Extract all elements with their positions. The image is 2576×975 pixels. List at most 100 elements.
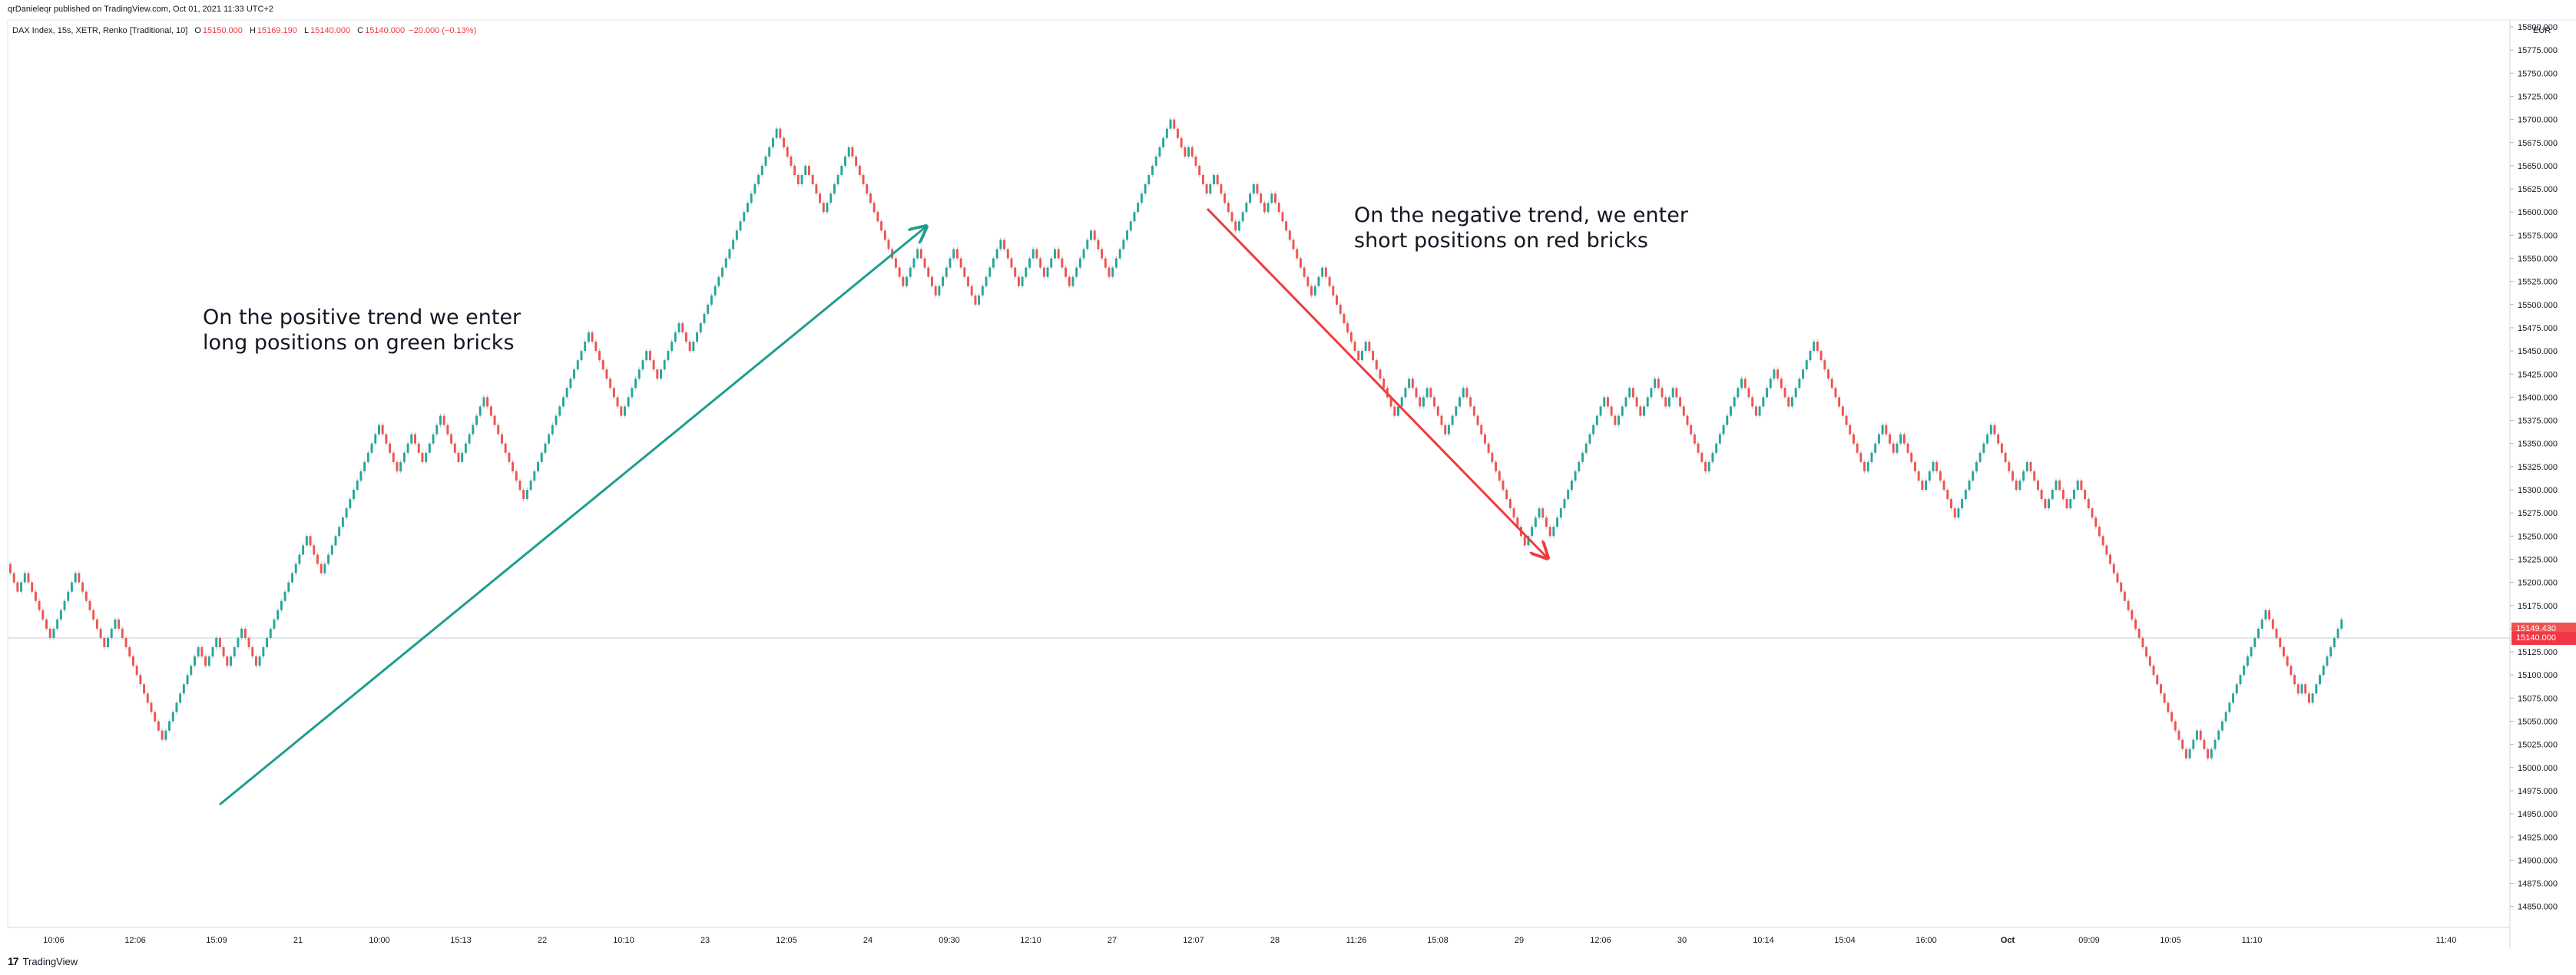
renko-brick-up [836, 174, 839, 185]
x-tick-label: 16:00 [1915, 936, 1937, 945]
renko-brick-up [1213, 174, 1215, 185]
renko-brick-up [949, 258, 952, 268]
renko-brick-down [927, 267, 930, 277]
renko-brick-down [2105, 545, 2108, 555]
renko-brick-down [1065, 267, 1068, 277]
renko-brick-down [2127, 600, 2130, 610]
renko-brick-down [2134, 619, 2137, 629]
renko-brick-down [27, 573, 30, 583]
x-tick-label: 22 [538, 936, 547, 945]
renko-brick-up [273, 619, 276, 629]
renko-brick-down [688, 342, 691, 352]
renko-brick-up [699, 322, 702, 332]
renko-brick-up [1870, 452, 1873, 462]
renko-brick-down [2141, 637, 2144, 648]
renko-brick-down [1057, 249, 1060, 259]
renko-brick-up [1928, 471, 1931, 481]
renko-brick-up [302, 545, 305, 555]
y-tick-label: 15600.000 [2518, 208, 2558, 217]
renko-brick-up [2018, 480, 2021, 490]
renko-brick-up [992, 258, 995, 268]
renko-brick-up [262, 647, 265, 657]
renko-brick-down [1343, 313, 1346, 323]
renko-brick-up [945, 267, 948, 277]
renko-brick-down [609, 378, 612, 388]
renko-brick-down [504, 443, 507, 453]
renko-brick-down [200, 647, 204, 657]
renko-brick-up [1313, 286, 1316, 296]
renko-brick-down [1274, 193, 1276, 203]
renko-brick-up [258, 656, 261, 666]
renko-brick-up [291, 573, 293, 583]
renko-brick-down [898, 267, 901, 277]
renko-brick-down [648, 351, 651, 361]
renko-brick-down [1697, 443, 1700, 453]
renko-brick-up [1722, 425, 1725, 435]
renko-brick-down [2044, 499, 2047, 509]
renko-brick-up [1165, 128, 1168, 138]
renko-brick-down [2163, 693, 2166, 703]
y-tick-label: 15450.000 [2518, 347, 2558, 356]
renko-brick-up [349, 499, 352, 509]
renko-brick-down [1950, 499, 1952, 509]
x-tick-label: 10:00 [369, 936, 390, 945]
renko-brick-down [1014, 267, 1017, 277]
renko-brick-up [283, 591, 286, 601]
renko-brick-up [237, 637, 240, 648]
renko-brick-up [1654, 378, 1657, 388]
price-axis[interactable]: 15800.000 15775.000 15750.000 15725.000 1570… [2510, 23, 2558, 912]
renko-brick-down [1487, 443, 1490, 453]
renko-brick-down [2177, 730, 2180, 740]
renko-brick-up [829, 193, 833, 203]
y-tick-label: 15775.000 [2518, 46, 2558, 55]
renko-brick-up [233, 647, 236, 657]
renko-brick-up [1707, 461, 1710, 471]
renko-brick-down [161, 730, 164, 740]
renko-brick-down [92, 610, 95, 620]
renko-brick-up [1628, 388, 1631, 398]
renko-brick-down [1006, 249, 1009, 259]
renko-brick-down [790, 156, 793, 166]
y-tick-label: 15300.000 [2518, 486, 2558, 495]
renko-brick-down [1498, 471, 1501, 481]
renko-brick-up [714, 286, 717, 296]
renko-brick-up [1968, 480, 1971, 490]
renko-brick-up [775, 128, 778, 138]
renko-brick-up [1086, 240, 1089, 250]
renko-brick-up [692, 342, 695, 352]
renko-brick-up [294, 564, 297, 573]
renko-brick-down [1306, 276, 1310, 286]
renko-brick-down [1885, 425, 1888, 435]
renko-brick-down [2207, 749, 2210, 759]
renko-brick-up [533, 471, 536, 481]
renko-brick-up [2213, 739, 2217, 749]
renko-brick-down [883, 230, 886, 240]
renko-brick-down [2184, 749, 2187, 759]
ohlc-open-key: O [194, 26, 201, 35]
renko-brick-down [1480, 425, 1483, 435]
x-tick-label: 12:10 [1020, 936, 1041, 945]
renko-brick-up [1364, 342, 1367, 352]
renko-brick-up [1046, 267, 1049, 277]
renko-brick-up [1715, 443, 1718, 453]
renko-brick-down [489, 406, 492, 416]
renko-brick-down [1017, 276, 1020, 286]
y-tick-label: 15375.000 [2518, 417, 2558, 426]
time-axis[interactable]: 10:06 12:06 15:09 21 10:00 15:13 22 10:10 23 12:0… [43, 936, 2456, 945]
renko-brick-down [2145, 647, 2148, 657]
renko-brick-up [2192, 739, 2195, 749]
renko-brick-up [1162, 137, 1165, 147]
renko-brick-up [2210, 749, 2213, 759]
renko-brick-up [537, 461, 539, 471]
x-tick-label: 09:09 [2078, 936, 2100, 945]
renko-brick-up [1140, 193, 1143, 203]
renko-brick-down [1205, 184, 1208, 194]
renko-brick-up [2025, 461, 2028, 471]
renko-brick-down [95, 619, 98, 629]
x-tick-label: 12:07 [1183, 936, 1204, 945]
y-tick-label: 14925.000 [2518, 833, 2558, 842]
renko-brick-up [182, 684, 185, 694]
renko-brick-down [1472, 406, 1475, 416]
renko-brick-down [2170, 712, 2174, 722]
